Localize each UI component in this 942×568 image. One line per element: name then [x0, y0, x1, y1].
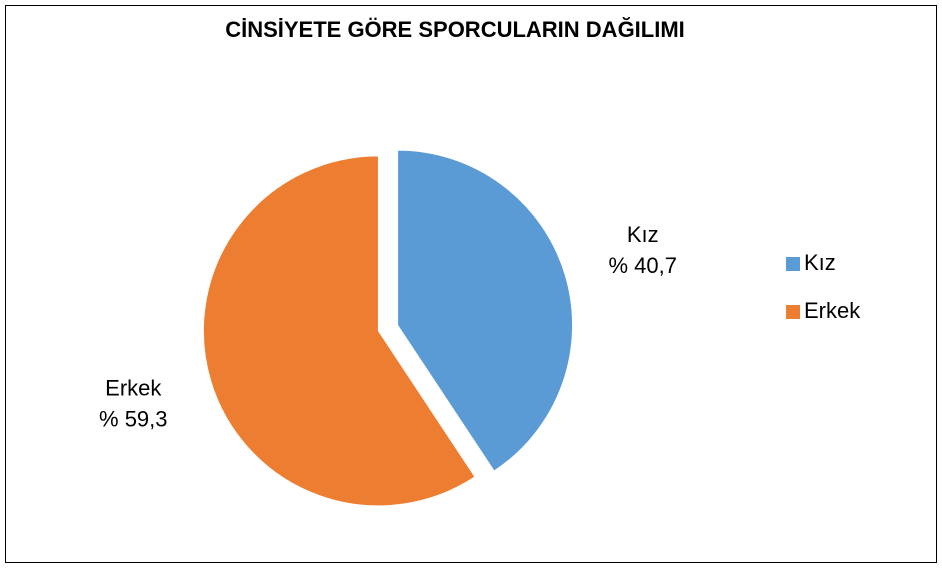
legend-label: Kız: [804, 250, 836, 275]
pie-slice: [397, 149, 574, 472]
data-label: % 40,7: [608, 253, 677, 278]
data-label: % 59,3: [99, 406, 168, 431]
data-label-category: Erkek: [105, 375, 162, 400]
pie-slice: [202, 155, 476, 507]
data-label-category: Kız: [627, 222, 659, 247]
legend-swatch: [786, 305, 800, 319]
legend-swatch: [786, 257, 800, 271]
legend-label: Erkek: [804, 298, 861, 323]
chart-title: CİNSİYETE GÖRE SPORCULARIN DAĞILIMI: [225, 17, 685, 42]
